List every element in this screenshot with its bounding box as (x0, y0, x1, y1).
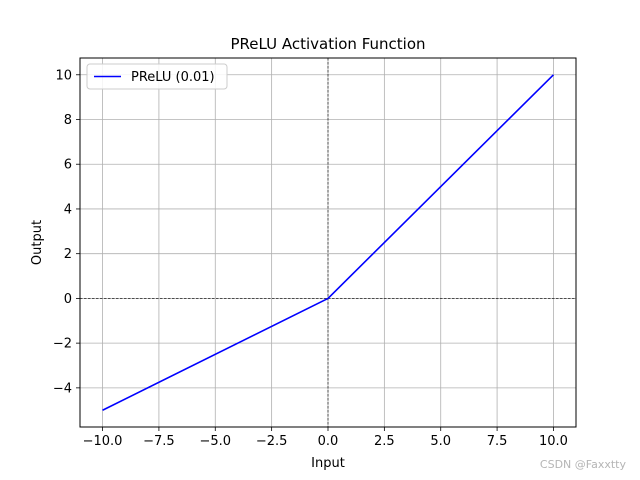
y-tick-label: 2 (64, 247, 72, 262)
y-axis-label: Output (30, 220, 45, 265)
x-tick-label: −2.5 (256, 434, 288, 449)
watermark-text: CSDN @Faxxtty (539, 458, 626, 471)
y-axis-ticks: −4 −2 0 2 4 6 8 10 (53, 68, 80, 396)
y-tick-label: 4 (64, 202, 72, 217)
x-tick-label: 2.5 (374, 434, 395, 449)
x-tick-label: 0.0 (318, 434, 339, 449)
legend-box (86, 63, 228, 90)
y-tick-label: 6 (64, 158, 72, 173)
x-tick-label: −10.0 (83, 434, 123, 449)
legend-label: PReLU (0.01) (131, 70, 215, 85)
x-tick-label: 5.0 (430, 434, 451, 449)
x-tick-label: 10.0 (539, 434, 568, 449)
y-tick-label: 10 (55, 68, 72, 83)
x-tick-label: −7.5 (143, 434, 175, 449)
chart-title: PReLU Activation Function (230, 35, 425, 53)
x-tick-label: −5.0 (199, 434, 231, 449)
x-axis-ticks: −10.0 −7.5 −5.0 −2.5 0.0 2.5 5.0 7.5 10.0 (83, 427, 568, 449)
series-line-prelu (102, 74, 555, 411)
x-axis-label: Input (311, 456, 345, 471)
x-tick-label: 7.5 (487, 434, 508, 449)
y-tick-label: 0 (64, 292, 72, 307)
y-tick-label: −4 (53, 381, 72, 396)
y-tick-label: 8 (64, 113, 72, 128)
y-tick-label: −2 (53, 337, 72, 352)
legend: PReLU (0.01) (86, 63, 228, 90)
series-lines (102, 74, 555, 411)
